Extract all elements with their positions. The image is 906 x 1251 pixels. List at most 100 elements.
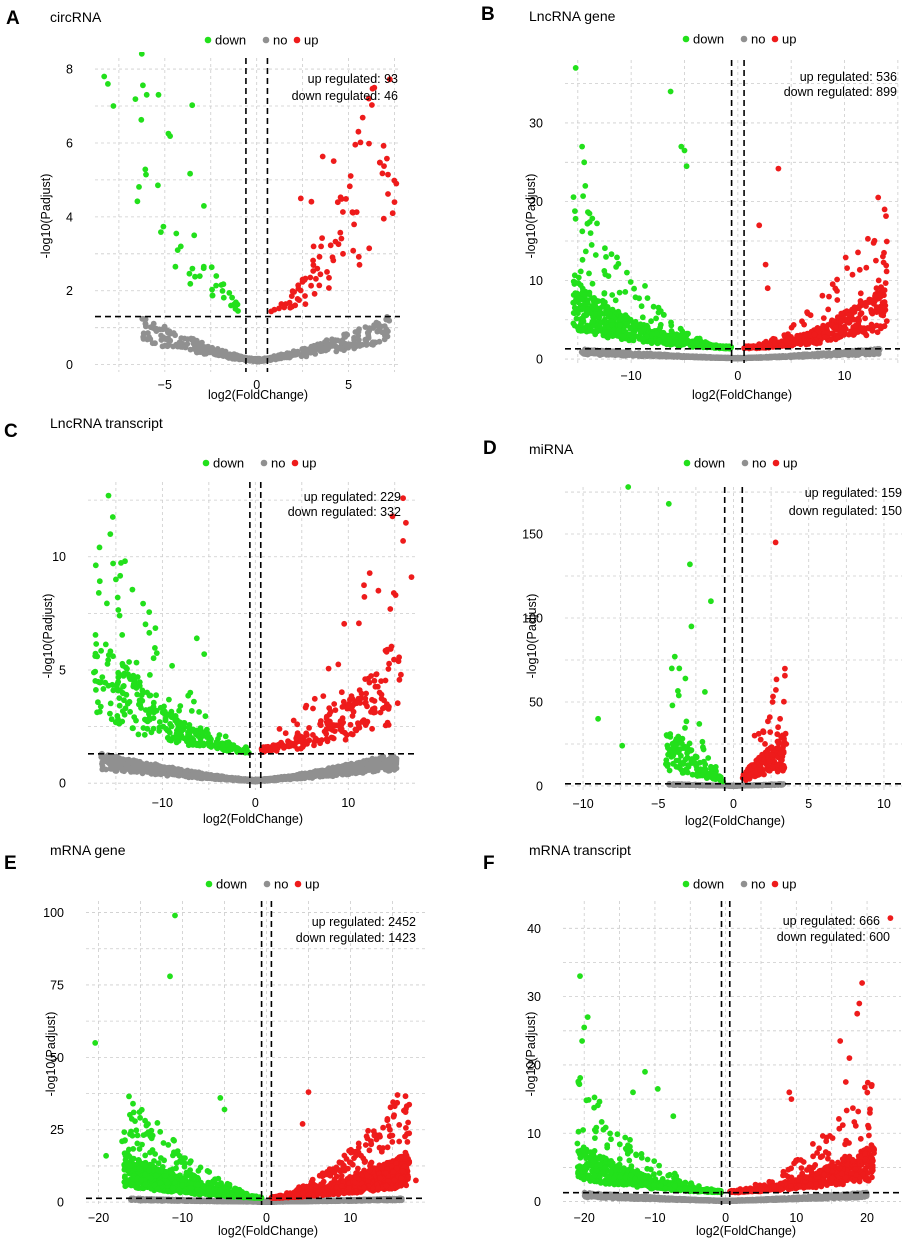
point-down [642, 283, 648, 289]
point-down [710, 343, 716, 349]
point-up [317, 254, 323, 260]
point-up [320, 154, 326, 160]
point-up [307, 275, 313, 281]
legend-up-label: up [782, 32, 796, 47]
point-no [688, 354, 694, 360]
point-no [871, 351, 877, 357]
point-up [832, 286, 838, 292]
point-up [825, 307, 831, 313]
point-down [220, 288, 226, 294]
point-up [850, 272, 856, 278]
point-no [620, 350, 626, 356]
point-down [576, 275, 582, 281]
panel-title: LncRNA gene [529, 8, 616, 24]
point-no [230, 353, 236, 359]
point-down [656, 305, 662, 311]
point-down [136, 184, 142, 190]
y-tick-label: 0 [66, 358, 73, 372]
point-down [609, 292, 615, 298]
point-up [870, 327, 876, 333]
down-regulated-label: down regulated: 899 [784, 85, 897, 99]
point-down [201, 264, 207, 270]
point-up [358, 140, 364, 146]
point-down [590, 328, 596, 334]
point-up [310, 258, 316, 264]
point-up [765, 285, 771, 291]
point-down [140, 82, 146, 88]
point-down [640, 336, 646, 342]
point-down [589, 242, 595, 248]
point-up [370, 34, 376, 40]
point-no [240, 356, 246, 362]
point-down [585, 300, 591, 306]
point-down [144, 92, 150, 98]
point-down [576, 327, 582, 333]
point-no [301, 349, 307, 355]
point-up [881, 250, 887, 256]
point-down [189, 102, 195, 108]
legend-down-marker [205, 37, 212, 44]
point-up [337, 27, 343, 33]
point-up [331, 158, 337, 164]
point-up [796, 334, 802, 340]
point-no [385, 328, 391, 334]
point-up [834, 277, 840, 283]
point-up [756, 222, 762, 228]
point-down [661, 312, 667, 318]
point-up [390, 210, 396, 216]
point-up [852, 308, 858, 314]
point-down [221, 281, 227, 287]
point-up [882, 207, 888, 213]
point-down [582, 183, 588, 189]
up-regulated-label: up regulated: 536 [800, 70, 897, 84]
point-down [590, 281, 596, 287]
point-no [154, 328, 160, 334]
point-up [318, 244, 324, 250]
point-up [328, 242, 334, 248]
point-up [856, 318, 862, 324]
point-down [684, 163, 690, 169]
point-down [633, 294, 639, 300]
point-down [571, 279, 577, 285]
point-down [173, 231, 179, 237]
point-no [120, 768, 126, 774]
point-up [757, 343, 763, 349]
point-up [876, 278, 882, 284]
point-up [298, 196, 304, 202]
point-up [882, 323, 888, 329]
point-up [392, 199, 398, 205]
point-no [681, 353, 687, 359]
point-down [597, 323, 603, 329]
point-up [812, 332, 818, 338]
point-up [311, 244, 317, 250]
legend-no-marker [741, 36, 748, 43]
point-down [669, 328, 675, 334]
point-down [588, 230, 594, 236]
point-up [319, 235, 325, 241]
point-up [857, 267, 863, 273]
panel-letter: B [481, 4, 495, 25]
point-down [637, 323, 643, 329]
point-no [333, 349, 339, 355]
point-down [572, 290, 578, 296]
point-down [589, 216, 595, 222]
point-up [393, 181, 399, 187]
x-tick-labels: −10 0 10 [621, 369, 852, 383]
point-down [614, 255, 620, 261]
point-down [602, 290, 608, 296]
point-down [596, 298, 602, 304]
point-no [392, 762, 398, 768]
point-down [135, 198, 141, 204]
legend-down-label: down [213, 456, 244, 471]
point-no [143, 322, 149, 328]
point-up [863, 300, 869, 306]
point-up [822, 334, 828, 340]
point-no [148, 324, 154, 330]
point-up [380, 171, 386, 177]
point-up [326, 285, 332, 291]
point-no [130, 758, 136, 764]
x-axis-label: log2(FoldChange) [692, 388, 792, 402]
y-tick-label: 30 [529, 116, 543, 130]
point-no [150, 340, 156, 346]
point-up [801, 322, 807, 328]
